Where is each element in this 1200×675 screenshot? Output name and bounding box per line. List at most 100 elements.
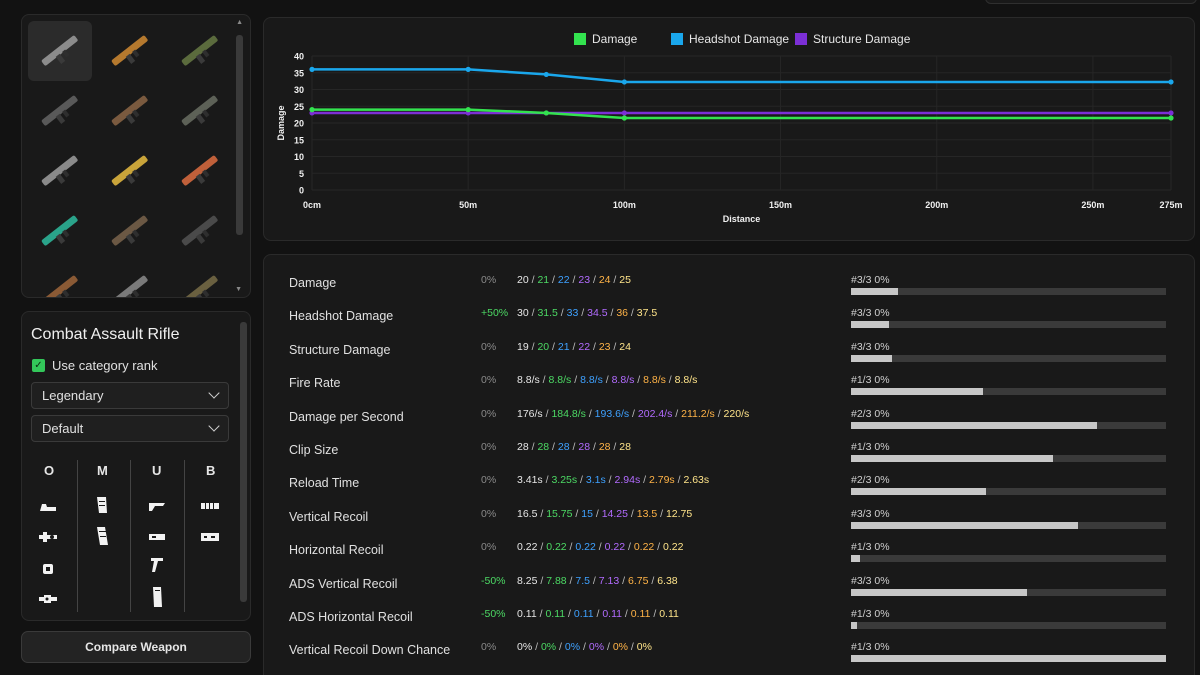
attachment-header-underbarrel: U	[152, 463, 162, 478]
settings-scrollbar[interactable]	[240, 322, 247, 602]
value-separator: /	[640, 474, 649, 487]
weapon-grid-scrollbar[interactable]	[236, 35, 243, 235]
legend-label-0: Damage	[592, 32, 638, 46]
top-right-control[interactable]	[985, 0, 1197, 4]
stat-rarity-values: 30 / 31.5 / 33 / 34.5 / 36 / 37.5	[517, 307, 657, 319]
variant-select-value: Default	[42, 421, 84, 436]
weapon-tile-brown-weapon[interactable]	[28, 261, 92, 297]
damage-chart-panel: 0 5 10 15 20 25 30 35 40 0cm 50m 100m 150m 200m 250m 27…	[263, 17, 1195, 241]
stat-value-rarity-0: 8.25	[517, 574, 538, 587]
weapon-tile-grey-pistol[interactable]	[28, 141, 92, 201]
stat-value-rarity-5: 6.38	[657, 574, 678, 587]
stat-value-rarity-0: 3.41s	[517, 474, 543, 487]
stat-rarity-values: 0.22 / 0.22 / 0.22 / 0.22 / 0.22 / 0.22	[517, 541, 683, 553]
weapon-tactical-gear-icon	[41, 95, 78, 126]
stat-value-rarity-0: 0.11	[517, 608, 537, 620]
stat-value-rarity-5: 2.63s	[683, 474, 710, 487]
weapon-tile-gold-pistol[interactable]	[98, 141, 162, 201]
value-separator: /	[674, 474, 684, 487]
value-separator: /	[536, 608, 546, 620]
series-point-1	[543, 71, 549, 78]
weapon-tile-grey-weapon[interactable]	[98, 261, 162, 297]
optic-scope-icon[interactable]	[38, 530, 58, 544]
stat-modifier: 0%	[481, 474, 497, 487]
optic-sight-icon[interactable]	[38, 499, 58, 513]
weapon-tile-tactical-gear[interactable]	[28, 81, 92, 141]
scroll-up-arrow-icon[interactable]: ▲	[236, 19, 243, 26]
value-separator: /	[627, 507, 637, 520]
weapon-tile-teal-rifle[interactable]	[28, 201, 92, 261]
weapon-colorful-smg-icon	[181, 155, 218, 186]
value-separator: /	[566, 574, 576, 587]
weapon-tile-smg[interactable]	[168, 81, 232, 141]
stat-value-rarity-5: 25	[619, 274, 631, 286]
weapon-tile-green-rifle[interactable]	[168, 21, 232, 81]
weapon-tile-colorful-smg[interactable]	[168, 141, 232, 201]
stat-rarity-values: 8.8/s / 8.8/s / 8.8/s / 8.8/s / 8.8/s / …	[517, 374, 697, 386]
value-separator: /	[590, 441, 599, 453]
damage-falloff-chart: 0 5 10 15 20 25 30 35 40 0cm 50m 100m 150m 200m 250m 27…	[276, 32, 1183, 224]
stat-value-rarity-4: 0.22	[633, 541, 655, 554]
rarity-select[interactable]: Legendary	[31, 382, 229, 409]
grip-icon[interactable]	[147, 499, 167, 513]
stat-rank: #3/3 0%	[851, 274, 890, 286]
muzzle-brake-icon[interactable]	[200, 530, 220, 544]
stat-name: Vertical Recoil Down Chance	[289, 643, 451, 658]
stat-value-rarity-5: 28	[619, 441, 631, 453]
stat-name: ADS Vertical Recoil	[289, 576, 398, 591]
weapon-tile-combat-assault-rifle[interactable]	[28, 21, 92, 81]
stat-modifier: 0%	[481, 541, 497, 554]
stat-value-rarity-3: 2.94s	[614, 474, 641, 487]
value-separator: /	[604, 641, 613, 654]
scroll-down-arrow-icon[interactable]: ▼	[235, 286, 242, 293]
stat-rank: #3/3 0%	[851, 507, 890, 520]
weapon-tile-brown-shotgun[interactable]	[98, 81, 162, 141]
stat-value-rarity-2: 193.6/s	[594, 407, 630, 420]
series-point-0	[309, 107, 315, 113]
value-separator: /	[593, 608, 603, 620]
stat-value-rarity-4: 6.75	[627, 574, 649, 587]
weapon-tile-dark-rifle[interactable]	[168, 201, 232, 261]
stat-value-rarity-1: 0%	[540, 641, 557, 654]
weapon-tile-olive-weapon[interactable]	[168, 261, 232, 297]
stat-modifier: +50%	[481, 307, 509, 320]
weapon-tile-orange-assault-rifle[interactable]	[98, 21, 162, 81]
stat-value-rarity-1: 8.8/s	[548, 374, 572, 387]
stat-rank-bar	[851, 655, 1166, 663]
weapon-teal-rifle-icon	[41, 215, 78, 246]
weapon-olive-weapon-icon	[181, 275, 218, 297]
value-separator: /	[654, 541, 664, 554]
stat-rarity-values: 0.11 / 0.11 / 0.11 / 0.11 / 0.11 / 0.11	[517, 608, 679, 620]
stat-value-rarity-2: 22	[557, 274, 570, 286]
use-category-rank-checkbox[interactable]: ✓	[32, 359, 45, 372]
value-separator: /	[528, 441, 538, 453]
compare-weapon-button[interactable]: Compare Weapon	[21, 631, 251, 663]
angled-grip-icon[interactable]	[150, 586, 164, 608]
drum-magazine-icon[interactable]	[94, 526, 110, 546]
laser-icon[interactable]	[147, 530, 167, 544]
stat-value-rarity-3: 28	[578, 441, 591, 453]
magazine-icon[interactable]	[94, 496, 110, 514]
stat-value-rarity-2: 0%	[564, 641, 581, 654]
stat-rank-bar-fill	[851, 354, 892, 362]
value-separator: /	[569, 274, 579, 286]
vertical-grip-icon[interactable]	[150, 556, 164, 574]
optic-thermal-icon[interactable]	[38, 592, 58, 606]
weapon-grey-weapon-icon	[111, 275, 148, 297]
chart-ytick-label: 5	[299, 169, 304, 179]
value-separator: /	[590, 274, 599, 286]
value-separator: /	[572, 507, 582, 520]
suppressor-icon[interactable]	[200, 499, 220, 513]
stat-value-rarity-3: 7.13	[598, 574, 620, 587]
optic-holo-icon[interactable]	[38, 562, 58, 576]
value-separator: /	[537, 541, 547, 554]
chart-xtick-label: 250m	[1081, 200, 1104, 210]
weapon-tile-wood-shotgun[interactable]	[98, 201, 162, 261]
chevron-down-icon	[208, 387, 220, 399]
variant-select[interactable]: Default	[31, 415, 229, 442]
stat-rank-bar-fill	[851, 421, 1097, 429]
stat-rank-bar	[851, 288, 1166, 295]
stat-rank: #1/3 0%	[851, 541, 890, 554]
use-category-rank-row[interactable]: ✓ Use category rank	[32, 358, 158, 373]
value-separator: /	[650, 608, 660, 620]
